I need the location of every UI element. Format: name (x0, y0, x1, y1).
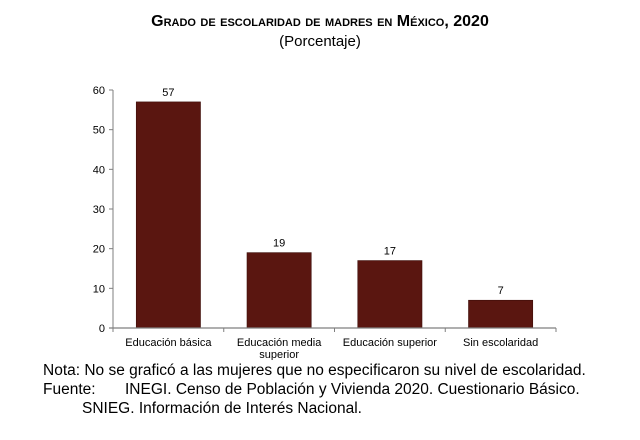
y-tick-label: 50 (93, 125, 105, 137)
source-label: Fuente: (43, 381, 96, 398)
y-tick-label: 20 (93, 244, 105, 256)
y-tick-label: 40 (93, 164, 105, 176)
y-tick-label: 10 (93, 283, 105, 295)
note-text: Nota: No se graficó a las mujeres que no… (43, 362, 586, 379)
x-tick-label: Educación superior (343, 337, 438, 349)
source-text-2: SNIEG. Información de Interés Nacional. (82, 400, 362, 417)
chart-title: Grado de escolaridad de madres en México… (151, 13, 489, 30)
y-tick-label: 0 (99, 323, 105, 335)
data-label: 19 (273, 238, 285, 250)
chart-subtitle: (Porcentaje) (279, 33, 361, 50)
source-line: Fuente: INEGI. Censo de Población y Vivie… (43, 381, 580, 399)
bar (357, 260, 423, 329)
data-label: 7 (498, 285, 504, 297)
x-tick-label: Sin escolaridad (463, 337, 538, 349)
data-label: 57 (162, 87, 174, 99)
data-label: 17 (384, 246, 396, 258)
source-text: INEGI. Censo de Población y Vivienda 202… (125, 381, 580, 398)
x-tick-label: superior (259, 349, 299, 360)
x-tick-label: Educación básica (125, 337, 212, 349)
x-tick-label: Educación media (237, 337, 322, 349)
y-tick-label: 30 (93, 204, 105, 216)
bar (246, 252, 312, 329)
bar-chart: 0 10 20 30 40 50 60 57 Educación básica 19 Educaci… (93, 85, 557, 360)
y-tick-label: 60 (93, 85, 105, 97)
bar (468, 299, 534, 329)
bar (135, 101, 201, 329)
